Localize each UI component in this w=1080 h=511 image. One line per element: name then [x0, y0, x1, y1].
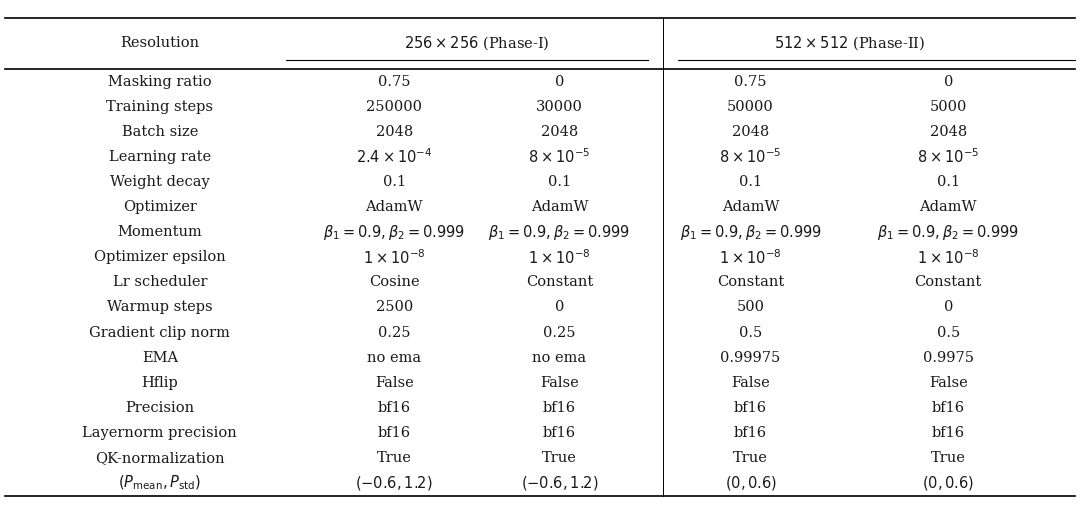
Text: 50000: 50000 — [727, 100, 774, 113]
Text: $\beta_1=0.9, \beta_2=0.999$: $\beta_1=0.9, \beta_2=0.999$ — [323, 223, 465, 242]
Text: 0: 0 — [944, 300, 953, 314]
Text: $(P_{\mathrm{mean}}, P_{\mathrm{std}})$: $(P_{\mathrm{mean}}, P_{\mathrm{std}})$ — [119, 474, 201, 492]
Text: AdamW: AdamW — [919, 200, 977, 214]
Text: Momentum: Momentum — [118, 225, 202, 239]
Text: $\beta_1=0.9, \beta_2=0.999$: $\beta_1=0.9, \beta_2=0.999$ — [877, 223, 1020, 242]
Text: $512 \times 512$ (Phase-II): $512 \times 512$ (Phase-II) — [773, 35, 926, 52]
Text: $256 \times 256$ (Phase-I): $256 \times 256$ (Phase-I) — [404, 35, 550, 52]
Text: Optimizer epsilon: Optimizer epsilon — [94, 250, 226, 264]
Text: AdamW: AdamW — [721, 200, 780, 214]
Text: $2.4 \times 10^{-4}$: $2.4 \times 10^{-4}$ — [356, 148, 432, 166]
Text: Cosine: Cosine — [369, 275, 419, 289]
Text: bf16: bf16 — [932, 426, 964, 440]
Text: $\beta_1=0.9, \beta_2=0.999$: $\beta_1=0.9, \beta_2=0.999$ — [488, 223, 631, 242]
Text: 0.25: 0.25 — [543, 326, 576, 339]
Text: True: True — [733, 451, 768, 465]
Text: Weight decay: Weight decay — [110, 175, 210, 189]
Text: $1 \times 10^{-8}$: $1 \times 10^{-8}$ — [719, 248, 782, 267]
Text: $(0, 0.6)$: $(0, 0.6)$ — [725, 474, 777, 492]
Text: $8 \times 10^{-5}$: $8 \times 10^{-5}$ — [917, 148, 980, 166]
Text: 0.1: 0.1 — [936, 175, 960, 189]
Text: 0.25: 0.25 — [378, 326, 410, 339]
Text: Constant: Constant — [526, 275, 593, 289]
Text: False: False — [731, 376, 770, 390]
Text: EMA: EMA — [141, 351, 178, 365]
Text: 30000: 30000 — [536, 100, 583, 113]
Text: $(0, 0.6)$: $(0, 0.6)$ — [922, 474, 974, 492]
Text: True: True — [542, 451, 577, 465]
Text: bf16: bf16 — [734, 401, 767, 415]
Text: $(-0.6, 1.2)$: $(-0.6, 1.2)$ — [521, 474, 598, 492]
Text: Constant: Constant — [717, 275, 784, 289]
Text: $(-0.6, 1.2)$: $(-0.6, 1.2)$ — [355, 474, 433, 492]
Text: 0: 0 — [944, 75, 953, 88]
Text: True: True — [377, 451, 411, 465]
Text: Constant: Constant — [915, 275, 982, 289]
Text: 250000: 250000 — [366, 100, 422, 113]
Text: no ema: no ema — [367, 351, 421, 365]
Text: Warmup steps: Warmup steps — [107, 300, 213, 314]
Text: $8 \times 10^{-5}$: $8 \times 10^{-5}$ — [719, 148, 782, 166]
Text: bf16: bf16 — [932, 401, 964, 415]
Text: 0.5: 0.5 — [739, 326, 762, 339]
Text: no ema: no ema — [532, 351, 586, 365]
Text: 0.75: 0.75 — [378, 75, 410, 88]
Text: 0: 0 — [555, 75, 564, 88]
Text: Optimizer: Optimizer — [123, 200, 197, 214]
Text: $8 \times 10^{-5}$: $8 \times 10^{-5}$ — [528, 148, 591, 166]
Text: 0.99975: 0.99975 — [720, 351, 781, 365]
Text: False: False — [929, 376, 968, 390]
Text: Gradient clip norm: Gradient clip norm — [90, 326, 230, 339]
Text: 2048: 2048 — [541, 125, 578, 138]
Text: bf16: bf16 — [378, 426, 410, 440]
Text: 0.75: 0.75 — [734, 75, 767, 88]
Text: Learning rate: Learning rate — [109, 150, 211, 164]
Text: 0.1: 0.1 — [739, 175, 762, 189]
Text: 2048: 2048 — [732, 125, 769, 138]
Text: 0.9975: 0.9975 — [922, 351, 974, 365]
Text: Hflip: Hflip — [141, 376, 178, 390]
Text: Batch size: Batch size — [122, 125, 198, 138]
Text: $1 \times 10^{-8}$: $1 \times 10^{-8}$ — [528, 248, 591, 267]
Text: AdamW: AdamW — [365, 200, 423, 214]
Text: True: True — [931, 451, 966, 465]
Text: 500: 500 — [737, 300, 765, 314]
Text: 0.1: 0.1 — [382, 175, 406, 189]
Text: 2500: 2500 — [376, 300, 413, 314]
Text: 5000: 5000 — [930, 100, 967, 113]
Text: Training steps: Training steps — [106, 100, 214, 113]
Text: False: False — [540, 376, 579, 390]
Text: bf16: bf16 — [543, 426, 576, 440]
Text: 2048: 2048 — [376, 125, 413, 138]
Text: 2048: 2048 — [930, 125, 967, 138]
Text: bf16: bf16 — [734, 426, 767, 440]
Text: bf16: bf16 — [543, 401, 576, 415]
Text: Masking ratio: Masking ratio — [108, 75, 212, 88]
Text: AdamW: AdamW — [530, 200, 589, 214]
Text: 0: 0 — [555, 300, 564, 314]
Text: False: False — [375, 376, 414, 390]
Text: Precision: Precision — [125, 401, 194, 415]
Text: $1 \times 10^{-8}$: $1 \times 10^{-8}$ — [363, 248, 426, 267]
Text: Lr scheduler: Lr scheduler — [112, 275, 207, 289]
Text: QK-normalization: QK-normalization — [95, 451, 225, 465]
Text: 0.5: 0.5 — [936, 326, 960, 339]
Text: $\beta_1=0.9, \beta_2=0.999$: $\beta_1=0.9, \beta_2=0.999$ — [679, 223, 822, 242]
Text: bf16: bf16 — [378, 401, 410, 415]
Text: $1 \times 10^{-8}$: $1 \times 10^{-8}$ — [917, 248, 980, 267]
Text: 0.1: 0.1 — [548, 175, 571, 189]
Text: Resolution: Resolution — [120, 36, 200, 51]
Text: Layernorm precision: Layernorm precision — [82, 426, 238, 440]
